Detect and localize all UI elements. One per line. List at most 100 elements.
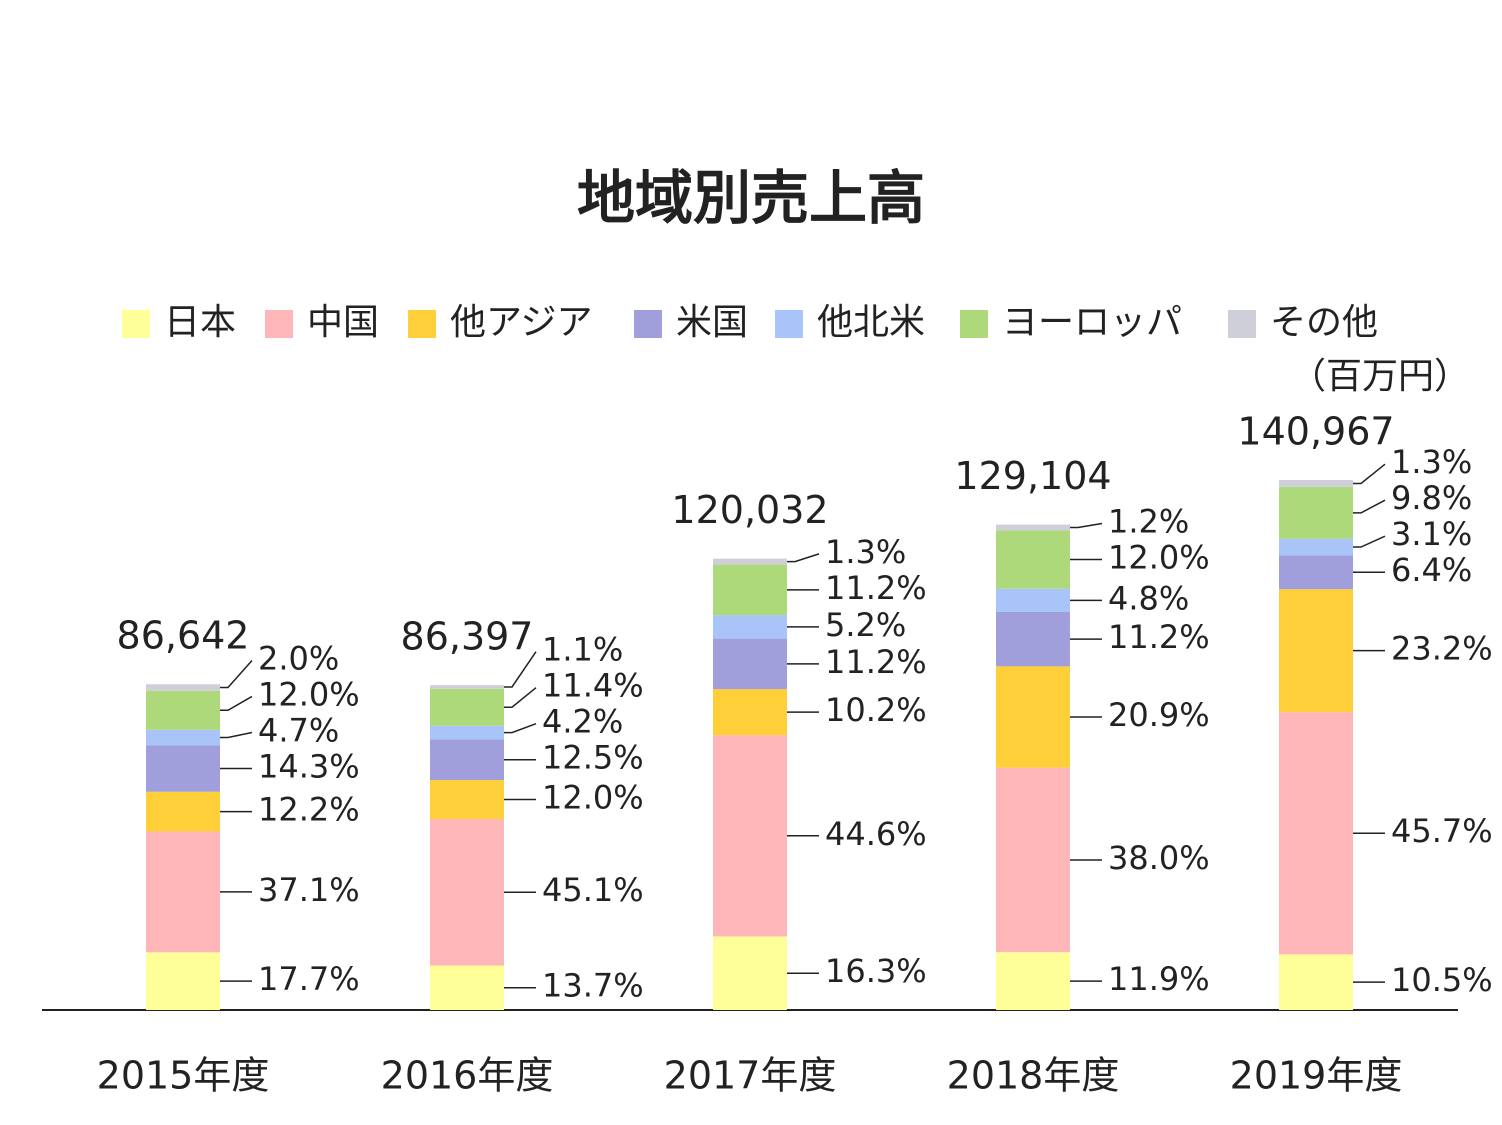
- bar-segment: [713, 638, 787, 690]
- leader-line: [504, 723, 537, 734]
- bar-segment: [430, 965, 504, 1010]
- bar-segment: [430, 725, 504, 740]
- bar-segment: [996, 530, 1070, 589]
- legend-swatch: [960, 310, 988, 338]
- bar-segment: [430, 818, 504, 966]
- total-label: 86,642: [117, 614, 250, 658]
- leader-line: [504, 651, 537, 688]
- legend-label: 他アジア: [450, 302, 593, 343]
- legend-swatch: [122, 310, 150, 338]
- bar-segment: [996, 666, 1070, 768]
- legend-label: 中国: [307, 302, 379, 343]
- bar-segment: [996, 952, 1070, 1010]
- legend-label: ヨーロッパ: [1002, 302, 1182, 343]
- data-label: 1.3%: [825, 533, 906, 571]
- bar-segment: [713, 689, 787, 736]
- bar-segment: [713, 936, 787, 1010]
- bar-segment: [1279, 589, 1353, 713]
- bar-segment: [996, 767, 1070, 953]
- total-label: 129,104: [954, 454, 1111, 498]
- data-label: 12.0%: [1108, 539, 1210, 577]
- bar-segment: [996, 611, 1070, 667]
- data-label: 12.0%: [542, 779, 644, 817]
- data-label: 1.1%: [542, 631, 623, 669]
- bar-segment: [1279, 480, 1353, 487]
- data-label: 37.1%: [258, 871, 360, 909]
- x-tick-label: 2015年度: [97, 1054, 270, 1098]
- legend-swatch: [408, 310, 436, 338]
- x-tick-label: 2017年度: [664, 1054, 837, 1098]
- bar-segment: [713, 558, 787, 565]
- legend-swatch: [634, 310, 662, 338]
- data-label: 20.9%: [1108, 696, 1210, 734]
- bar-segment: [1279, 712, 1353, 955]
- total-label: 86,397: [401, 615, 534, 659]
- data-label: 6.4%: [1391, 551, 1472, 589]
- legend-swatch: [1228, 310, 1256, 338]
- bar-segment: [146, 791, 220, 832]
- legend-swatch: [775, 310, 803, 338]
- bar-segment: [713, 564, 787, 616]
- bar-segment: [1279, 954, 1353, 1010]
- data-label: 9.8%: [1391, 479, 1472, 517]
- data-label: 17.7%: [258, 960, 360, 998]
- data-label: 10.5%: [1391, 961, 1493, 999]
- data-label: 12.5%: [542, 739, 644, 777]
- data-label: 38.0%: [1108, 839, 1210, 877]
- bar-segment: [146, 952, 220, 1010]
- bar-segment: [146, 729, 220, 746]
- data-label: 13.7%: [542, 967, 644, 1005]
- data-label: 10.2%: [825, 691, 927, 729]
- data-label: 14.3%: [258, 747, 360, 785]
- data-label: 1.3%: [1391, 443, 1472, 481]
- x-tick-label: 2019年度: [1230, 1054, 1403, 1098]
- unit-label: （百万円）: [1290, 356, 1470, 397]
- data-label: 11.2%: [825, 643, 927, 681]
- leader-line: [220, 695, 253, 712]
- bar-segment: [996, 588, 1070, 612]
- data-label: 16.3%: [825, 952, 927, 990]
- bar-segment: [430, 685, 504, 689]
- total-label: 140,967: [1237, 410, 1394, 454]
- data-label: 4.8%: [1108, 579, 1189, 617]
- data-label: 4.7%: [258, 711, 339, 749]
- data-label: 11.2%: [1108, 618, 1210, 656]
- total-label: 120,032: [671, 488, 828, 532]
- x-tick-label: 2016年度: [381, 1054, 554, 1098]
- data-label: 45.1%: [542, 871, 644, 909]
- legend-swatch: [265, 310, 293, 338]
- legend-label: 米国: [676, 302, 748, 343]
- data-label: 4.2%: [542, 703, 623, 741]
- leader-line: [220, 659, 253, 689]
- leader-line: [220, 731, 253, 739]
- leader-line: [1353, 499, 1386, 514]
- legend-label: 日本: [164, 302, 236, 343]
- bar-segment: [146, 690, 220, 730]
- bar-segment: [430, 688, 504, 726]
- data-label: 11.4%: [542, 667, 644, 705]
- data-label: 11.2%: [825, 569, 927, 607]
- data-label: 1.2%: [1108, 503, 1189, 541]
- data-label: 3.1%: [1391, 515, 1472, 553]
- bar-segment: [1279, 486, 1353, 539]
- bar-segment: [430, 780, 504, 819]
- x-tick-label: 2018年度: [947, 1054, 1120, 1098]
- bar-segment: [713, 615, 787, 639]
- data-label: 44.6%: [825, 815, 927, 853]
- data-label: 2.0%: [258, 639, 339, 677]
- legend-label: 他北米: [817, 302, 925, 343]
- bar-segment: [996, 524, 1070, 531]
- legend-label: その他: [1270, 302, 1378, 343]
- leader-line: [1070, 522, 1103, 529]
- data-label: 12.0%: [258, 675, 360, 713]
- data-label: 12.2%: [258, 791, 360, 829]
- data-label: 45.7%: [1391, 812, 1493, 850]
- data-label: 11.9%: [1108, 960, 1210, 998]
- leader-line: [1353, 463, 1386, 485]
- leader-line: [1353, 535, 1386, 548]
- leader-line: [504, 687, 537, 709]
- data-label: 23.2%: [1391, 630, 1493, 668]
- bar-segment: [1279, 538, 1353, 556]
- bar-segment: [713, 735, 787, 937]
